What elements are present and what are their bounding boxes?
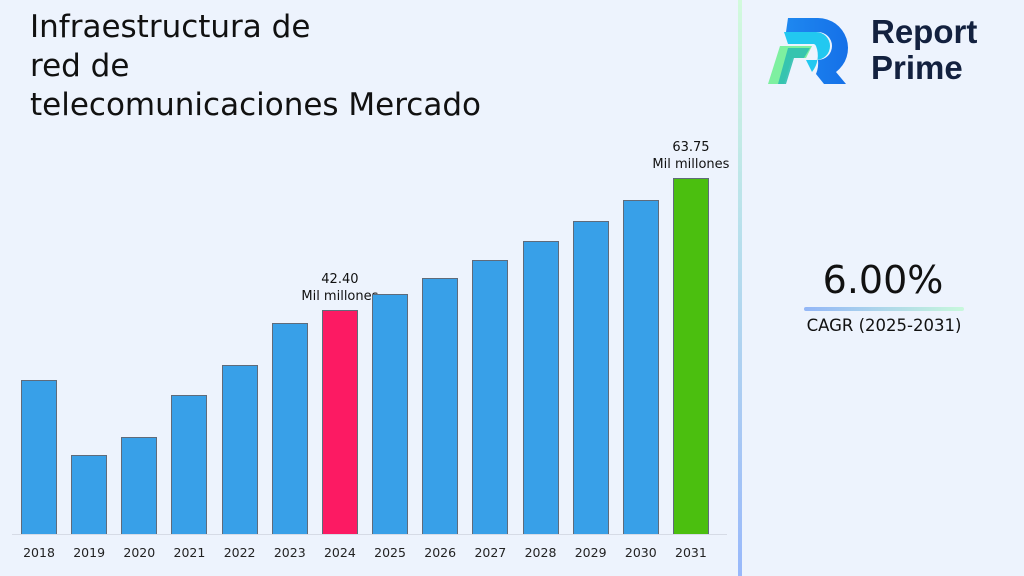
x-tick-label-2018: 2018 <box>23 545 55 560</box>
x-tick-label-2029: 2029 <box>574 545 607 560</box>
chart-title-line-1: Infraestructura de <box>30 9 311 45</box>
cagr-value: 6.00% <box>822 258 944 302</box>
x-tick-label-2020: 2020 <box>123 545 156 560</box>
chart-title-line-3: telecomunicaciones Mercado <box>30 87 481 123</box>
x-tick-label-2031: 2031 <box>675 545 707 560</box>
bar-2026 <box>422 277 459 534</box>
cagr-label: CAGR (2025-2031) <box>806 316 962 335</box>
x-tick-label-2019: 2019 <box>73 545 106 560</box>
x-tick-label-2025: 2025 <box>374 545 406 560</box>
x-tick-label-2027: 2027 <box>474 545 507 560</box>
bar-2028 <box>522 241 559 534</box>
bar-2024 <box>321 309 358 534</box>
annotation-2031: 63.75 Mil millones <box>636 139 746 173</box>
bar-2021 <box>171 394 208 534</box>
chart-title: Infraestructura de red de telecomunicaci… <box>30 8 550 125</box>
report-prime-r-icon <box>768 18 848 84</box>
bar-2025 <box>372 294 409 534</box>
bar-chart: 42.40 Mil millones 63.75 Mil millones 20… <box>12 140 729 560</box>
bar-2019 <box>71 455 108 534</box>
annotation-2024-value: 42.40 <box>321 271 359 287</box>
x-tick-label-2028: 2028 <box>524 545 557 560</box>
annotation-2024-unit: Mil millones <box>301 288 379 304</box>
bar-2031 <box>672 177 709 534</box>
annotation-2031-unit: Mil millones <box>652 156 730 172</box>
chart-title-line-2: red de <box>30 48 130 84</box>
bar-2030 <box>622 200 659 534</box>
bar-2027 <box>472 259 509 534</box>
logo-wordmark: Report Prime <box>871 14 977 86</box>
bar-2018 <box>21 379 57 534</box>
x-tick-label-2021: 2021 <box>173 545 206 560</box>
bar-2022 <box>221 364 258 534</box>
bar-2023 <box>271 322 308 534</box>
x-tick-label-2022: 2022 <box>223 545 256 560</box>
bar-2029 <box>572 221 609 534</box>
x-tick-label-2030: 2030 <box>624 545 657 560</box>
logo-word-report: Report <box>871 13 978 50</box>
cagr-underline <box>804 307 964 311</box>
x-axis-baseline <box>12 534 727 535</box>
bar-2020 <box>121 436 158 534</box>
section-divider <box>738 0 742 576</box>
x-tick-label-2026: 2026 <box>424 545 457 560</box>
logo-word-prime: Prime <box>871 49 963 86</box>
annotation-2031-value: 63.75 <box>672 139 710 155</box>
report-prime-logo: Report Prime <box>766 14 1006 90</box>
annotation-2024: 42.40 Mil millones <box>285 271 395 305</box>
x-tick-label-2024: 2024 <box>323 545 356 560</box>
x-tick-label-2023: 2023 <box>273 545 306 560</box>
